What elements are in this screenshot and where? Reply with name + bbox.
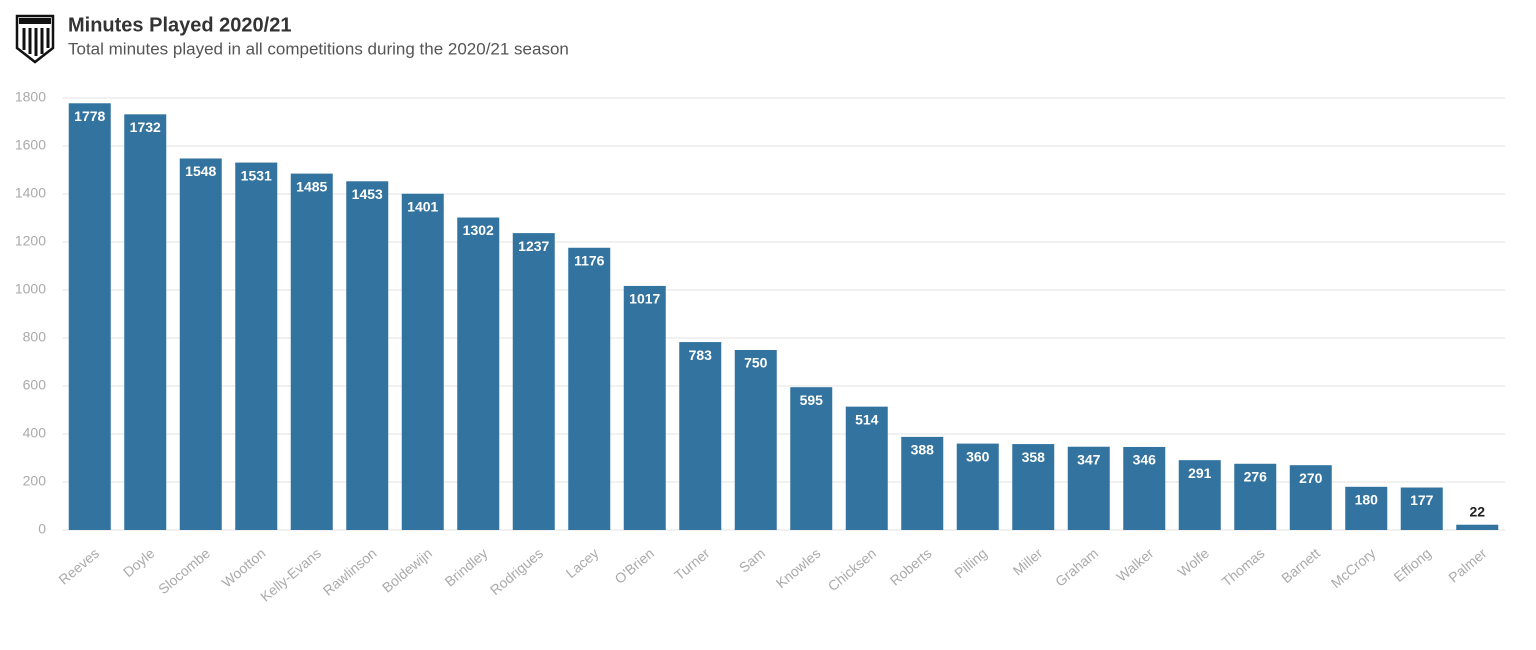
value-label: 291 — [1188, 465, 1212, 481]
bar — [1400, 487, 1443, 530]
bar — [179, 158, 222, 531]
bar — [901, 436, 944, 530]
x-tick-label: Pilling — [951, 545, 990, 581]
bar — [457, 217, 500, 530]
x-tick-label: Rodrigues — [487, 545, 546, 598]
bar — [290, 173, 333, 530]
x-tick-label: Doyle — [120, 545, 158, 580]
value-label: 1237 — [518, 238, 549, 254]
value-label: 783 — [689, 347, 713, 363]
bar — [679, 342, 722, 530]
y-tick-label: 0 — [38, 521, 46, 537]
x-tick-label: Miller — [1010, 545, 1046, 579]
chart-subtitle: Total minutes played in all competitions… — [68, 39, 569, 58]
x-tick-label: Slocombe — [155, 545, 213, 597]
x-tick-label: Brindley — [442, 545, 491, 590]
value-label: 177 — [1410, 492, 1434, 508]
bar — [845, 406, 888, 530]
value-label: 1017 — [629, 291, 660, 307]
bar — [790, 387, 833, 530]
y-tick-label: 800 — [23, 329, 47, 345]
x-tick-label: Kelly-Evans — [257, 545, 324, 605]
bar — [401, 193, 444, 530]
value-label: 750 — [744, 355, 768, 371]
x-tick-label: Reeves — [55, 545, 102, 588]
bar — [1456, 524, 1499, 530]
value-label: 514 — [855, 411, 879, 427]
value-label: 180 — [1355, 492, 1379, 508]
value-label: 1453 — [352, 186, 383, 202]
x-tick-label: Sam — [736, 545, 768, 576]
x-tick-label: Chicksen — [825, 545, 879, 594]
x-tick-label: Barnett — [1278, 545, 1323, 586]
bar — [1067, 446, 1110, 530]
bar — [1012, 444, 1055, 530]
bar — [346, 181, 389, 530]
bar — [1345, 486, 1388, 530]
chart-title: Minutes Played 2020/21 — [68, 14, 291, 36]
bar — [734, 350, 777, 530]
x-tick-label: Wootton — [219, 545, 269, 591]
value-label: 595 — [800, 392, 824, 408]
x-tick-label: Thomas — [1219, 545, 1268, 590]
x-tick-label: Roberts — [887, 545, 935, 589]
logo — [15, 14, 55, 64]
bar — [956, 443, 999, 530]
value-label: 388 — [911, 442, 935, 458]
bar — [568, 247, 611, 530]
y-tick-label: 200 — [23, 473, 47, 489]
x-tick-label: Rawlinson — [320, 545, 380, 599]
x-tick-label: Effiong — [1391, 545, 1434, 585]
x-tick-label: Walker — [1113, 545, 1157, 585]
value-label: 270 — [1299, 470, 1323, 486]
x-tick-label: Palmer — [1445, 545, 1490, 586]
x-tick-label: O'Brien — [611, 545, 657, 587]
bar — [623, 285, 666, 530]
y-tick-label: 1800 — [15, 89, 46, 105]
bar — [1178, 460, 1221, 530]
bar — [1234, 463, 1277, 530]
value-label: 358 — [1022, 449, 1046, 465]
value-label: 1302 — [463, 222, 494, 238]
value-label: 1548 — [185, 163, 216, 179]
value-label: 1401 — [407, 198, 438, 214]
bar — [1289, 465, 1332, 530]
value-label: 276 — [1244, 468, 1268, 484]
value-label: 347 — [1077, 451, 1101, 467]
value-label: 360 — [966, 448, 990, 464]
x-tick-label: Turner — [671, 545, 713, 584]
bar — [235, 162, 278, 530]
x-tick-label: Knowles — [773, 545, 824, 591]
y-tick-label: 600 — [23, 377, 47, 393]
value-label: 1531 — [241, 167, 272, 183]
value-label: 1485 — [296, 178, 327, 194]
x-tick-label: Lacey — [563, 545, 602, 581]
y-tick-label: 1400 — [15, 185, 46, 201]
bar — [1123, 446, 1166, 530]
bar — [124, 114, 167, 530]
value-label: 1732 — [130, 119, 161, 135]
y-tick-label: 400 — [23, 425, 47, 441]
x-tick-label: McCrory — [1328, 545, 1379, 591]
value-label: 346 — [1133, 452, 1157, 468]
value-label: 22 — [1469, 503, 1485, 519]
value-label: 1778 — [74, 108, 105, 124]
x-tick-label: Wolfe — [1175, 545, 1213, 580]
y-tick-label: 1000 — [15, 281, 46, 297]
x-tick-label: Boldewijn — [379, 545, 435, 596]
y-tick-label: 1600 — [15, 137, 46, 153]
bar — [68, 103, 111, 530]
bar — [512, 233, 555, 530]
y-tick-label: 1200 — [15, 233, 46, 249]
x-tick-label: Graham — [1052, 545, 1101, 590]
value-label: 1176 — [574, 252, 605, 268]
